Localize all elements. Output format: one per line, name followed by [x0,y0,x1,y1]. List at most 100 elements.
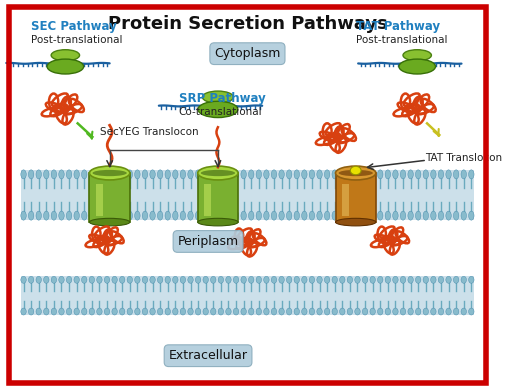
Ellipse shape [325,211,330,220]
Ellipse shape [127,170,133,179]
Ellipse shape [279,211,284,220]
Ellipse shape [225,277,231,283]
Ellipse shape [393,211,398,220]
Ellipse shape [393,170,398,179]
Ellipse shape [332,170,337,179]
Ellipse shape [180,170,186,179]
Text: Extracellular: Extracellular [169,349,248,362]
Ellipse shape [89,170,94,179]
Text: SecYEG Translocon: SecYEG Translocon [100,127,198,137]
Ellipse shape [150,211,155,220]
Ellipse shape [28,308,34,315]
Ellipse shape [180,277,186,283]
Ellipse shape [36,211,41,220]
Ellipse shape [51,50,79,61]
Ellipse shape [446,308,452,315]
Ellipse shape [286,170,292,179]
Ellipse shape [135,308,140,315]
Ellipse shape [438,170,444,179]
Ellipse shape [454,277,459,283]
Ellipse shape [286,277,292,283]
Ellipse shape [203,308,208,315]
Ellipse shape [446,170,452,179]
Ellipse shape [233,211,239,220]
Ellipse shape [89,166,130,180]
Ellipse shape [74,277,79,283]
Ellipse shape [173,277,178,283]
Ellipse shape [415,211,421,220]
Ellipse shape [338,170,373,176]
Ellipse shape [218,277,223,283]
Ellipse shape [233,170,239,179]
Ellipse shape [233,277,239,283]
Ellipse shape [59,170,64,179]
Ellipse shape [112,170,117,179]
Ellipse shape [36,308,41,315]
Ellipse shape [399,59,436,74]
Ellipse shape [423,308,428,315]
Ellipse shape [309,308,315,315]
Ellipse shape [241,211,246,220]
Ellipse shape [400,211,406,220]
Ellipse shape [415,308,421,315]
Ellipse shape [150,170,155,179]
Ellipse shape [198,101,238,117]
Ellipse shape [203,211,208,220]
Ellipse shape [21,277,26,283]
Bar [342,184,349,216]
Ellipse shape [423,277,428,283]
Ellipse shape [347,308,352,315]
Ellipse shape [157,170,163,179]
Ellipse shape [36,277,41,283]
Ellipse shape [393,308,398,315]
Ellipse shape [51,277,57,283]
Ellipse shape [415,277,421,283]
Ellipse shape [249,170,254,179]
Ellipse shape [28,211,34,220]
Ellipse shape [347,170,352,179]
Ellipse shape [264,308,269,315]
Ellipse shape [347,211,352,220]
Ellipse shape [385,211,391,220]
Ellipse shape [400,277,406,283]
Ellipse shape [302,170,307,179]
Ellipse shape [446,211,452,220]
Ellipse shape [211,308,216,315]
Ellipse shape [51,170,57,179]
Bar [204,184,211,216]
Ellipse shape [317,170,322,179]
Ellipse shape [438,211,444,220]
Ellipse shape [67,277,72,283]
Ellipse shape [233,308,239,315]
Ellipse shape [431,211,436,220]
Ellipse shape [294,211,299,220]
Ellipse shape [142,277,148,283]
Ellipse shape [256,170,262,179]
Text: Co-translational: Co-translational [179,107,262,117]
Ellipse shape [104,211,110,220]
Ellipse shape [335,166,376,180]
Ellipse shape [415,170,421,179]
Ellipse shape [408,308,413,315]
Ellipse shape [362,170,368,179]
Ellipse shape [317,277,322,283]
Ellipse shape [59,277,64,283]
Ellipse shape [378,308,383,315]
Ellipse shape [340,211,345,220]
Ellipse shape [198,166,238,180]
Ellipse shape [112,308,117,315]
Ellipse shape [454,308,459,315]
Ellipse shape [325,308,330,315]
Ellipse shape [362,308,368,315]
Ellipse shape [74,211,79,220]
Ellipse shape [378,277,383,283]
Ellipse shape [393,277,398,283]
Text: TAT Translocon: TAT Translocon [425,153,502,163]
Ellipse shape [43,170,49,179]
Ellipse shape [256,308,262,315]
Text: Cytoplasm: Cytoplasm [214,47,281,60]
Ellipse shape [461,308,466,315]
Ellipse shape [92,170,127,176]
Ellipse shape [294,170,299,179]
Ellipse shape [82,277,87,283]
